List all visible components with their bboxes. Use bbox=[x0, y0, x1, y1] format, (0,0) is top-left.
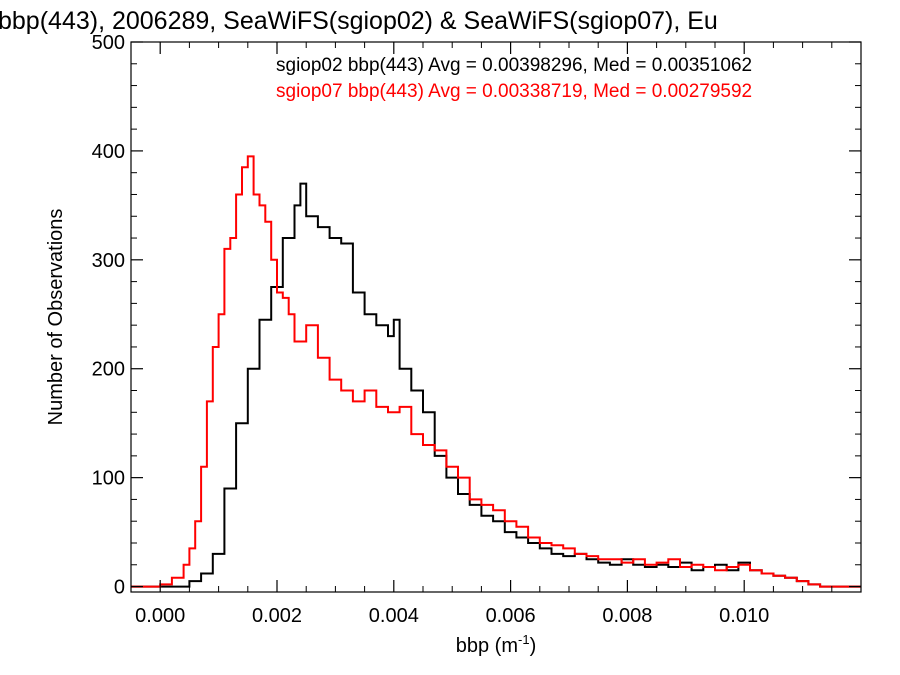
x-tick-label: 0.002 bbox=[252, 605, 302, 627]
y-tick-label: 200 bbox=[92, 359, 125, 381]
x-tick-label: 0.006 bbox=[486, 605, 536, 627]
x-tick-label: 0.010 bbox=[719, 605, 769, 627]
annotation-sgiop02: sgiop02 bbp(443) Avg = 0.00398296, Med =… bbox=[276, 55, 752, 76]
y-tick-label: 300 bbox=[92, 250, 125, 272]
annotation-sgiop07: sgiop07 bbp(443) Avg = 0.00338719, Med =… bbox=[276, 81, 752, 102]
plot-frame bbox=[130, 41, 862, 593]
x-tick-label: 0.000 bbox=[135, 605, 185, 627]
series-layer bbox=[131, 155, 861, 588]
y-tick-label: 100 bbox=[92, 468, 125, 490]
x-axis-label: bbp (m-1) bbox=[456, 632, 536, 657]
chart-title: bbp(443), 2006289, SeaWiFS(sgiop02) & Se… bbox=[0, 7, 718, 35]
series-line-sgiop02 bbox=[131, 182, 861, 588]
y-tick-label: 0 bbox=[114, 577, 125, 599]
y-axis-label: Number of Observations bbox=[45, 209, 67, 426]
y-tick-label: 400 bbox=[92, 141, 125, 163]
x-tick-label: 0.004 bbox=[369, 605, 419, 627]
tick-layer: 0.000 0.002 0.004 0.006 0.008 0.010 0 100 200 300… bbox=[92, 32, 862, 627]
series-line-sgiop07 bbox=[131, 155, 861, 588]
x-tick-label: 0.008 bbox=[602, 605, 652, 627]
x-axis-label-main: bbp (m bbox=[456, 635, 518, 657]
x-axis-label-sup: -1 bbox=[518, 632, 530, 647]
x-axis-label-close: ) bbox=[530, 635, 537, 657]
y-tick-label: 500 bbox=[92, 32, 125, 54]
